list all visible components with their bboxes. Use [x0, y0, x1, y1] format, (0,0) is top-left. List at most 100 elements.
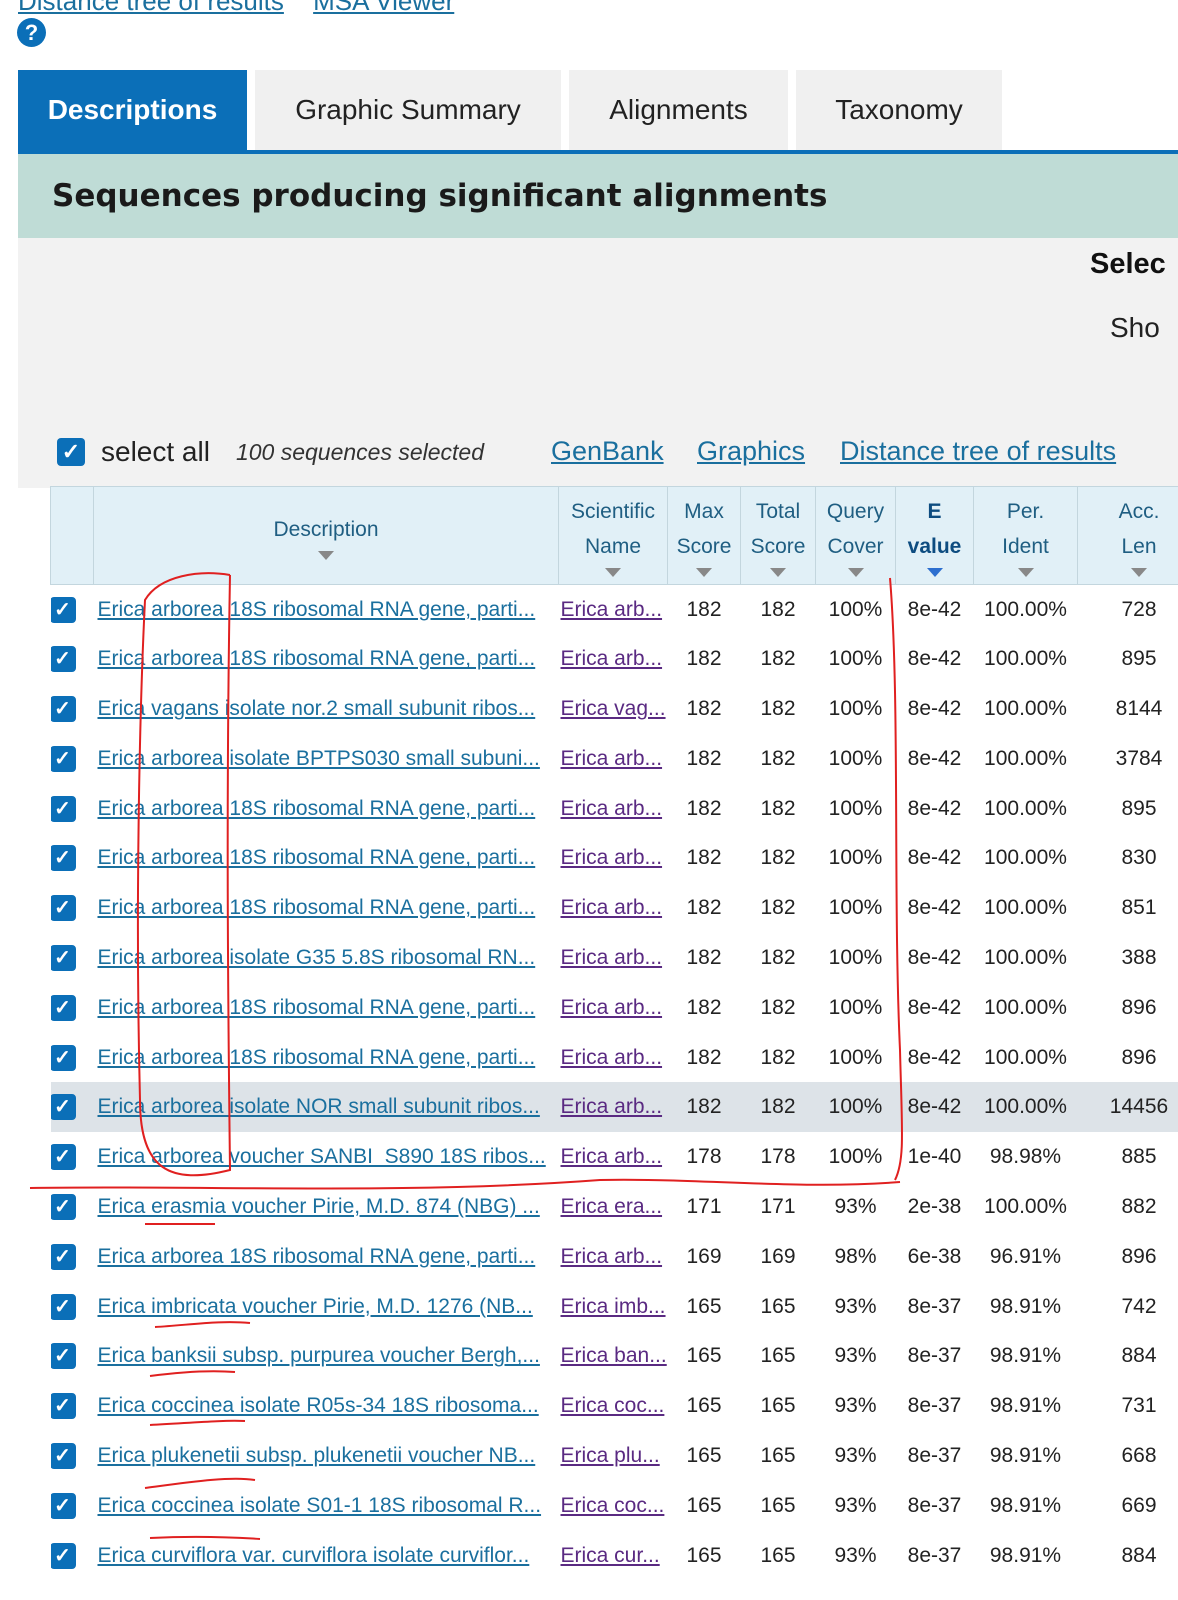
- description-link[interactable]: Erica coccinea isolate R05s-34 18S ribos…: [97, 1394, 539, 1418]
- row-checkbox[interactable]: ✓: [50, 1243, 76, 1270]
- row-checkbox[interactable]: ✓: [50, 845, 76, 872]
- row-checkbox[interactable]: ✓: [50, 994, 76, 1021]
- row-checkbox[interactable]: ✓: [50, 646, 76, 673]
- header-line2: Ident: [1002, 535, 1049, 558]
- scientific-name-link[interactable]: Erica arb...: [560, 995, 663, 1019]
- scientific-name-link[interactable]: Erica arb...: [560, 647, 663, 671]
- description-link[interactable]: Erica curviflora var. curviflora isolate…: [97, 1543, 530, 1567]
- description-link[interactable]: Erica banksii subsp. purpurea voucher Be…: [97, 1344, 540, 1368]
- scientific-name-link[interactable]: Erica arb...: [560, 1045, 663, 1069]
- description-link[interactable]: Erica imbricata voucher Pirie, M.D. 1276…: [97, 1294, 533, 1318]
- scientific-name-link[interactable]: Erica arb...: [560, 796, 663, 820]
- row-checkbox-cell: ✓: [50, 1331, 94, 1381]
- genbank-link[interactable]: GenBank: [551, 436, 664, 466]
- scientific-name-link[interactable]: Erica arb...: [560, 1095, 663, 1119]
- sort-arrow-icon[interactable]: [847, 568, 864, 577]
- scientific-name-link[interactable]: Erica imb...: [560, 1294, 666, 1318]
- column-header-acc-len[interactable]: Acc. Len: [1077, 486, 1178, 585]
- row-checkbox[interactable]: ✓: [50, 695, 76, 722]
- sort-arrow-icon[interactable]: [770, 568, 786, 577]
- row-checkbox[interactable]: ✓: [50, 1193, 76, 1220]
- sort-arrow-icon[interactable]: [605, 568, 621, 577]
- column-header-description[interactable]: Description: [93, 486, 559, 585]
- description-link[interactable]: Erica arborea 18S ribosomal RNA gene, pa…: [97, 597, 536, 621]
- description-link[interactable]: Erica arborea isolate G35 5.8S ribosomal…: [97, 945, 536, 969]
- description-link[interactable]: Erica arborea 18S ribosomal RNA gene, pa…: [97, 896, 536, 920]
- msa-viewer-link[interactable]: MSA Viewer: [313, 0, 455, 16]
- description-link[interactable]: Erica arborea isolate NOR small subunit …: [97, 1095, 540, 1119]
- column-header-scientific-name[interactable]: Scientific Name: [558, 486, 668, 585]
- scientific-name-link[interactable]: Erica arb...: [560, 1244, 663, 1268]
- max-score-cell: 182: [686, 896, 722, 920]
- description-link[interactable]: Erica arborea voucher SANBI_S890 18S rib…: [97, 1145, 546, 1169]
- description-link[interactable]: Erica vagans isolate nor.2 small subunit…: [97, 696, 536, 720]
- sort-arrow-icon[interactable]: [696, 568, 712, 577]
- row-checkbox[interactable]: ✓: [50, 944, 76, 971]
- column-header-query-cover[interactable]: Query Cover: [815, 486, 896, 585]
- acc-len-cell: 896: [1121, 1244, 1157, 1268]
- description-link[interactable]: Erica coccinea isolate S01-1 18S ribosom…: [97, 1493, 542, 1517]
- description-link[interactable]: Erica arborea 18S ribosomal RNA gene, pa…: [97, 647, 536, 671]
- tab-graphic-summary[interactable]: Graphic Summary: [255, 70, 561, 150]
- scientific-name-link[interactable]: Erica cur...: [560, 1543, 660, 1567]
- max-score-cell: 169: [686, 1244, 722, 1268]
- description-cell: Erica arborea 18S ribosomal RNA gene, pa…: [94, 784, 559, 834]
- scientific-name-link[interactable]: Erica arb...: [560, 846, 663, 870]
- scientific-name-link[interactable]: Erica plu...: [560, 1443, 660, 1467]
- description-link[interactable]: Erica erasmia voucher Pirie, M.D. 874 (N…: [97, 1194, 540, 1218]
- description-link[interactable]: Erica arborea isolate BPTPS030 small sub…: [97, 746, 540, 770]
- description-link[interactable]: Erica arborea 18S ribosomal RNA gene, pa…: [97, 995, 536, 1019]
- sort-arrow-icon[interactable]: [926, 568, 943, 577]
- scientific-name-link[interactable]: Erica arb...: [560, 896, 663, 920]
- description-link[interactable]: Erica arborea 18S ribosomal RNA gene, pa…: [97, 796, 536, 820]
- row-checkbox[interactable]: ✓: [50, 1393, 76, 1420]
- scientific-name-link[interactable]: Erica arb...: [560, 1145, 663, 1169]
- help-icon[interactable]: ?: [17, 18, 46, 47]
- scientific-name-link[interactable]: Erica vag...: [560, 696, 666, 720]
- row-checkbox[interactable]: ✓: [50, 795, 76, 822]
- scientific-name-link[interactable]: Erica coc...: [560, 1493, 665, 1517]
- graphics-link[interactable]: Graphics: [697, 436, 806, 466]
- tab-descriptions[interactable]: Descriptions: [18, 70, 247, 150]
- select-all-checkbox[interactable]: ✓: [57, 438, 85, 466]
- distance-tree-results-link[interactable]: Distance tree of results: [840, 436, 1117, 466]
- column-header-per-ident[interactable]: Per. Ident: [973, 486, 1078, 585]
- sort-arrow-icon[interactable]: [1017, 568, 1034, 577]
- row-checkbox[interactable]: ✓: [50, 596, 76, 623]
- sort-arrow-icon[interactable]: [1131, 568, 1147, 577]
- row-checkbox[interactable]: ✓: [50, 1094, 76, 1121]
- description-link[interactable]: Erica plukenetii subsp. plukenetii vouch…: [97, 1443, 536, 1467]
- scientific-name-link[interactable]: Erica arb...: [560, 597, 663, 621]
- distance-tree-link[interactable]: Distance tree of results: [18, 0, 284, 16]
- row-checkbox[interactable]: ✓: [50, 1542, 76, 1569]
- scientific-name-link[interactable]: Erica arb...: [560, 746, 663, 770]
- table-row: ✓ Erica vagans isolate nor.2 small subuni…: [50, 684, 1178, 734]
- table-row: ✓ Erica coccinea isolate R05s-34 18S ribo…: [50, 1381, 1178, 1431]
- scientific-name-link[interactable]: Erica ban...: [560, 1344, 667, 1368]
- column-header-total-score[interactable]: Total Score: [740, 486, 816, 585]
- select-all-label[interactable]: select all: [101, 436, 210, 467]
- description-link[interactable]: Erica arborea 18S ribosomal RNA gene, pa…: [97, 846, 536, 870]
- tab-alignments[interactable]: Alignments: [569, 70, 788, 150]
- scientific-name-link[interactable]: Erica era...: [560, 1194, 663, 1218]
- sort-arrow-icon[interactable]: [318, 550, 334, 560]
- tab-taxonomy[interactable]: Taxonomy: [796, 70, 1002, 150]
- row-checkbox[interactable]: ✓: [50, 1343, 76, 1370]
- description-link[interactable]: Erica arborea 18S ribosomal RNA gene, pa…: [97, 1244, 536, 1268]
- row-checkbox[interactable]: ✓: [50, 1044, 76, 1071]
- row-checkbox[interactable]: ✓: [50, 1144, 76, 1171]
- row-checkbox[interactable]: ✓: [50, 745, 76, 772]
- per-ident-cell: 100.00%: [984, 647, 1067, 671]
- row-checkbox[interactable]: ✓: [50, 895, 76, 922]
- description-link[interactable]: Erica arborea 18S ribosomal RNA gene, pa…: [97, 1045, 536, 1069]
- max-score-cell: 182: [686, 846, 722, 870]
- scientific-name-link[interactable]: Erica arb...: [560, 945, 663, 969]
- row-checkbox[interactable]: ✓: [50, 1442, 76, 1469]
- column-header-max-score[interactable]: Max Score: [667, 486, 741, 585]
- query-cover-cell: 93%: [834, 1493, 877, 1517]
- query-cover-cell: 93%: [834, 1294, 877, 1318]
- scientific-name-link[interactable]: Erica coc...: [560, 1394, 665, 1418]
- row-checkbox[interactable]: ✓: [50, 1293, 76, 1320]
- row-checkbox[interactable]: ✓: [50, 1492, 76, 1519]
